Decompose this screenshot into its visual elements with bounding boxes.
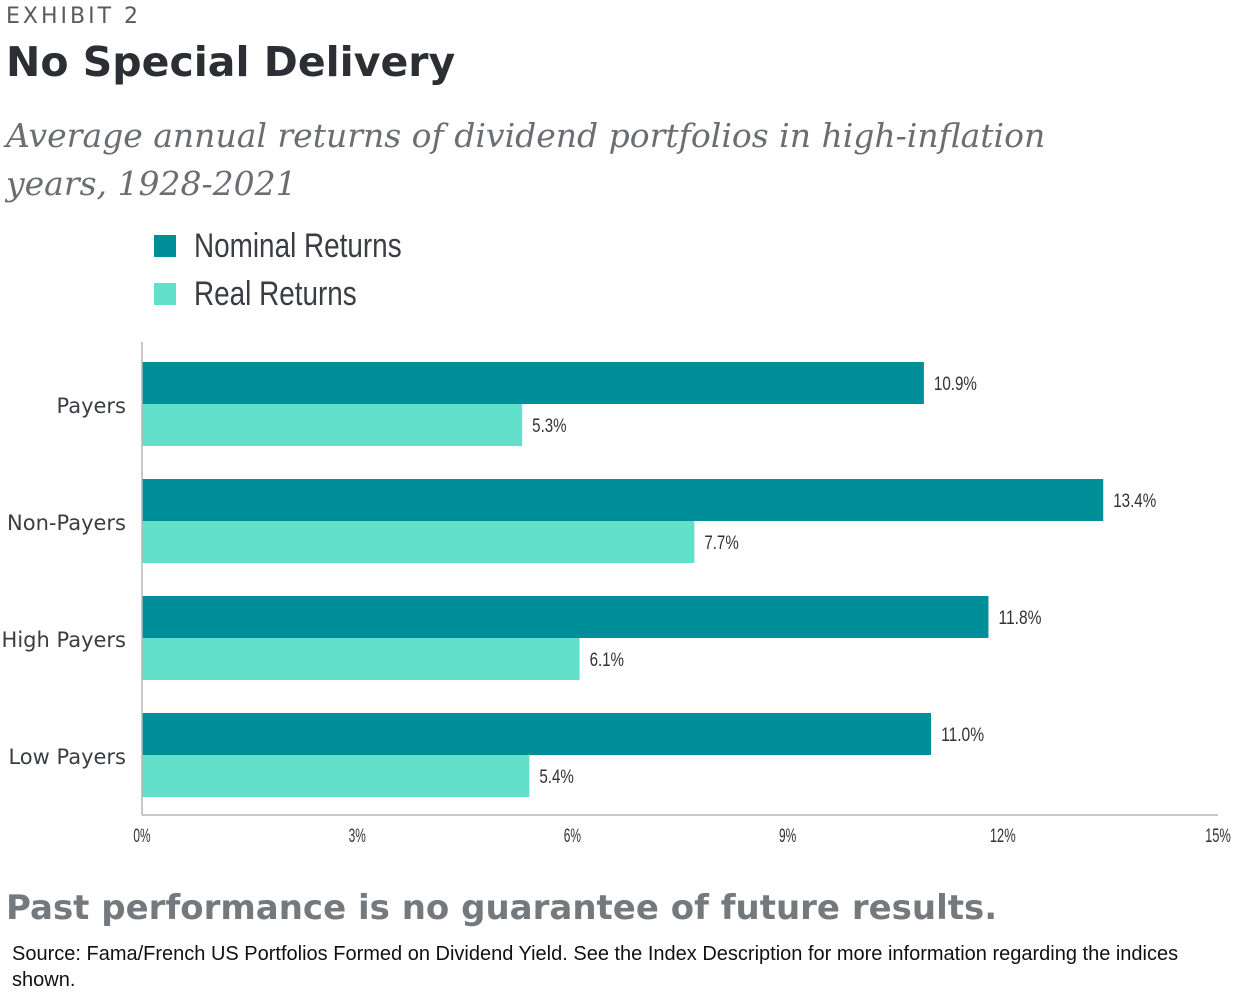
legend-item-real: Real Returns xyxy=(154,270,447,318)
x-tick-label-12: 12% xyxy=(990,826,1016,847)
x-tick-label-3: 3% xyxy=(349,826,366,847)
category-label-payers: Payers xyxy=(56,394,126,418)
bar-nominal-returns-non-payers xyxy=(142,479,1104,521)
x-tick-label-9: 9% xyxy=(779,826,796,847)
chart-title: No Special Delivery xyxy=(6,38,456,86)
bar-real-returns-high-payers xyxy=(142,638,580,680)
data-label-real-returns-high-payers: 6.1% xyxy=(590,650,624,671)
category-label-non-payers: Non-Payers xyxy=(7,511,126,535)
bar-nominal-returns-payers xyxy=(142,362,924,404)
x-tick-label-0: 0% xyxy=(133,826,150,847)
source-note: Source: Fama/French US Portfolios Formed… xyxy=(12,943,1179,991)
bar-real-returns-non-payers xyxy=(142,521,695,563)
performance-disclaimer: Past performance is no guarantee of futu… xyxy=(6,888,998,928)
x-tick-label-15: 15% xyxy=(1205,826,1231,847)
bar-chart: 10.9% 5.3% Payers 13.4% 7.7% Non-Payers 11.8% 6… xyxy=(2,342,1231,847)
chart-subtitle: Average annual returns of dividend portf… xyxy=(6,116,1046,203)
category-label-high-payers: High Payers xyxy=(2,628,126,652)
category-label-low-payers: Low Payers xyxy=(8,745,126,769)
legend-swatch-real xyxy=(154,283,176,305)
data-label-nominal-returns-low-payers: 11.0% xyxy=(941,725,984,746)
bar-nominal-returns-low-payers xyxy=(142,713,932,755)
bar-real-returns-payers xyxy=(142,404,523,446)
legend-label-real: Real Returns xyxy=(194,274,357,313)
legend-label-nominal: Nominal Returns xyxy=(194,226,402,265)
data-label-real-returns-low-payers: 5.4% xyxy=(539,767,573,788)
x-tick-label-6: 6% xyxy=(564,826,581,847)
bar-real-returns-low-payers xyxy=(142,755,530,797)
legend: Nominal Returns Real Returns xyxy=(154,222,447,318)
exhibit-label: EXHIBIT 2 xyxy=(6,4,142,29)
data-label-nominal-returns-payers: 10.9% xyxy=(934,374,977,395)
data-label-real-returns-non-payers: 7.7% xyxy=(704,533,738,554)
bar-nominal-returns-high-payers xyxy=(142,596,989,638)
data-label-nominal-returns-high-payers: 11.8% xyxy=(998,608,1041,629)
legend-item-nominal: Nominal Returns xyxy=(154,222,447,270)
data-label-nominal-returns-non-payers: 13.4% xyxy=(1113,491,1156,512)
legend-swatch-nominal xyxy=(154,235,176,257)
data-label-real-returns-payers: 5.3% xyxy=(532,416,566,437)
